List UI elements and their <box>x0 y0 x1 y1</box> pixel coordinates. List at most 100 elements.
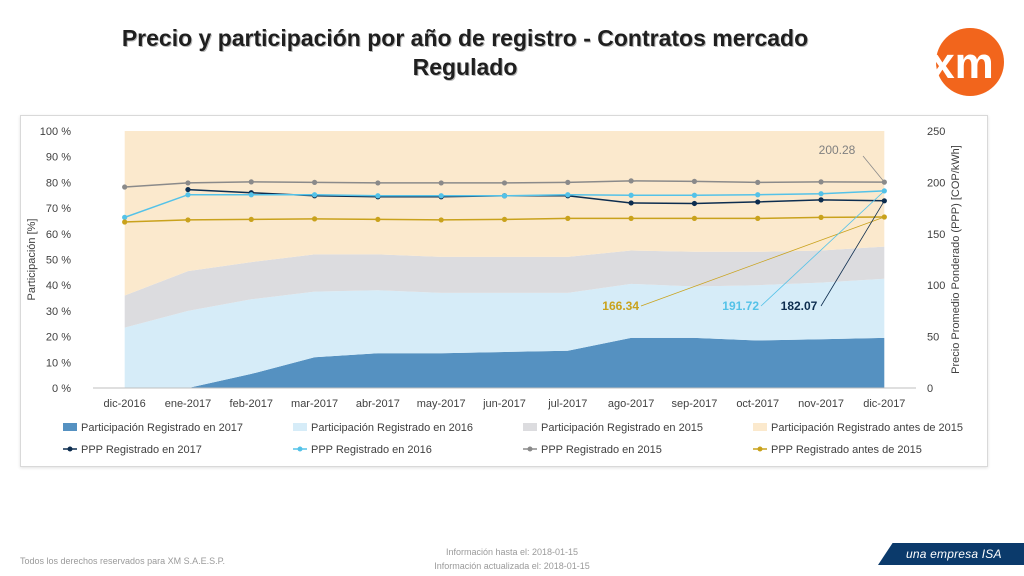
line-point-3 <box>565 215 571 221</box>
y-right-axis-title: Precio Promedio Ponderado (PPP) [COP/kWh… <box>950 145 962 374</box>
line-point-0 <box>185 186 191 193</box>
y-left-tick-label: 30 % <box>46 306 71 318</box>
combo-chart: 0 % 10 % 20 % 30 % 40 % 50 % 60 % 70 % 80 % 90 % 1… <box>26 126 963 456</box>
brand-text: una empresa ISA <box>906 547 1002 561</box>
y-left-tick-label: 0 % <box>52 383 71 395</box>
legend-label-line: PPP Registrado en 2017 <box>81 444 202 456</box>
x-tick-label: nov-2017 <box>798 398 844 410</box>
x-tick-label: may-2017 <box>417 398 466 410</box>
xm-logo-circle <box>936 28 1004 96</box>
y-left-tick-label: 90 % <box>46 152 71 164</box>
line-point-2 <box>438 180 444 186</box>
x-tick-label: ene-2017 <box>165 398 212 410</box>
line-point-1 <box>691 192 698 198</box>
x-tick-label: sep-2017 <box>671 398 717 410</box>
line-point-2 <box>565 179 571 185</box>
line-point-1 <box>501 193 508 199</box>
legend-label-line: PPP Registrado antes de 2015 <box>771 444 922 456</box>
line-point-3 <box>755 215 761 221</box>
y-left-tick-label: 20 % <box>46 332 71 344</box>
line-point-0 <box>691 200 698 207</box>
legend-label-area: Participación Registrado en 2016 <box>311 422 473 434</box>
y-left-tick-label: 40 % <box>46 280 71 292</box>
annotation-label: 200.28 <box>819 143 856 157</box>
annotation-label: 182.07 <box>781 299 818 313</box>
line-point-1 <box>185 192 191 198</box>
legend-swatch-area <box>753 423 767 431</box>
line-point-1 <box>755 192 761 198</box>
line-point-1 <box>375 193 381 199</box>
line-point-2 <box>311 179 318 185</box>
x-tick-label: abr-2017 <box>356 398 400 410</box>
annotation-leader <box>760 190 885 307</box>
annotation-label: 191.72 <box>722 299 759 313</box>
footer-dates: Información hasta el: 2018-01-15 Informa… <box>412 545 612 573</box>
line-point-3 <box>881 214 887 220</box>
page-title: Precio y participación por año de regist… <box>40 24 890 82</box>
footer-info-date: Información hasta el: 2018-01-15 <box>445 547 579 557</box>
line-point-3 <box>375 216 381 223</box>
y-right-tick-label: 250 <box>927 126 945 138</box>
legend-label-line: PPP Registrado en 2015 <box>541 444 662 456</box>
line-point-1 <box>122 214 128 220</box>
line-point-0 <box>818 197 824 203</box>
legend-swatch-area <box>523 423 537 431</box>
y-left-tick-label: 70 % <box>46 203 71 215</box>
annotation-label: 166.34 <box>602 299 639 313</box>
line-point-1 <box>818 191 824 197</box>
line-point-2 <box>691 178 698 184</box>
y-right-tick-label: 50 <box>927 332 939 344</box>
y-right-tick-label: 200 <box>927 177 945 189</box>
annotation-leader <box>640 216 885 307</box>
line-point-0 <box>881 198 887 204</box>
x-tick-label: jun-2017 <box>482 398 526 410</box>
xm-logo-text: xm <box>930 39 994 88</box>
line-point-3 <box>248 216 254 223</box>
area-series-1 <box>124 278 885 388</box>
line-point-2 <box>185 180 191 186</box>
chart-frame: 0 % 10 % 20 % 30 % 40 % 50 % 60 % 70 % 80 % 90 % 1… <box>20 115 988 467</box>
legend-label-line: PPP Registrado en 2016 <box>311 444 432 456</box>
line-point-2 <box>375 180 381 186</box>
xm-logo: xm <box>930 28 1004 96</box>
line-point-3 <box>818 214 824 220</box>
annotation-leader <box>820 200 885 307</box>
brand-bar <box>878 543 1024 565</box>
line-point-2 <box>628 178 634 184</box>
line-point-3 <box>628 215 634 221</box>
title-line-2: Regulado <box>412 54 518 80</box>
line-point-3 <box>691 215 698 221</box>
line-point-2 <box>818 179 824 185</box>
x-tick-label: dic-2017 <box>863 398 905 410</box>
legend-swatch-area <box>293 423 307 431</box>
y-left-tick-label: 100 % <box>40 126 71 138</box>
legend-swatch-area <box>63 423 77 431</box>
line-point-1 <box>248 192 254 198</box>
y-right-tick-label: 0 <box>927 383 933 395</box>
legend-label-area: Participación Registrado en 2015 <box>541 422 703 434</box>
line-point-1 <box>438 193 444 199</box>
y-left-tick-label: 80 % <box>46 177 71 189</box>
line-point-0 <box>755 199 761 205</box>
line-point-3 <box>311 216 318 222</box>
x-tick-label: feb-2017 <box>230 398 273 410</box>
x-tick-label: oct-2017 <box>736 398 779 410</box>
x-tick-label: mar-2017 <box>291 398 338 410</box>
y-left-tick-label: 10 % <box>46 357 71 369</box>
line-point-0 <box>628 200 634 206</box>
y-left-axis-title: Participación [%] <box>26 219 38 301</box>
legend-label-area: Participación Registrado en 2017 <box>81 422 243 434</box>
line-point-2 <box>755 179 761 185</box>
y-right-tick-label: 100 <box>927 280 945 292</box>
line-point-3 <box>438 217 444 223</box>
legend-swatch-marker <box>67 446 73 452</box>
line-point-1 <box>565 192 571 198</box>
annotation-leader <box>862 155 885 183</box>
legend-label-area: Participación Registrado antes de 2015 <box>771 422 963 434</box>
legend-swatch-marker <box>527 446 533 452</box>
y-left-tick-label: 60 % <box>46 229 71 241</box>
area-series-0 <box>124 337 885 388</box>
footer-update-date: Información actualizada el: 2018-01-15 <box>434 561 590 571</box>
line-point-3 <box>122 219 128 225</box>
line-point-2 <box>501 180 508 186</box>
